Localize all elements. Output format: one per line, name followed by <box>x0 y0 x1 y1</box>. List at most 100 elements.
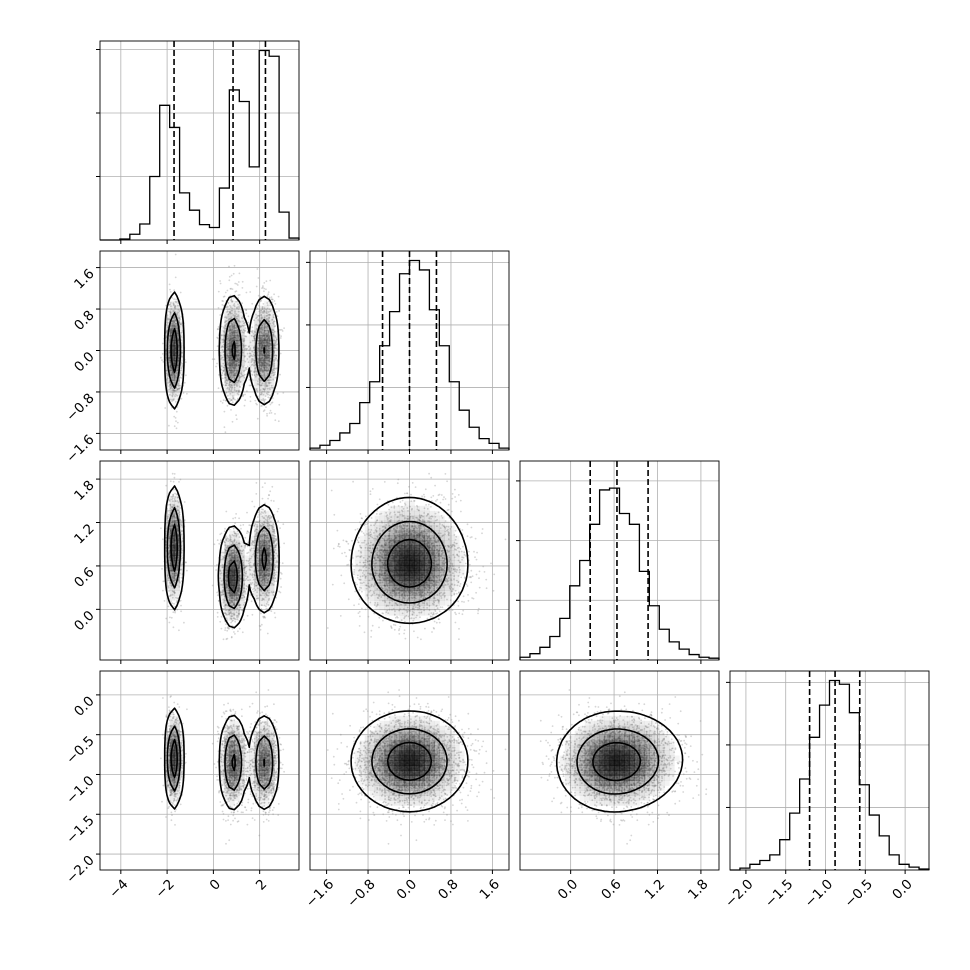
sample-point <box>258 331 261 334</box>
sample-point <box>231 331 234 334</box>
sample-point <box>218 374 220 376</box>
sample-point <box>273 344 276 346</box>
sample-point <box>251 613 254 616</box>
sample-point <box>217 387 220 390</box>
sample-point <box>227 310 229 313</box>
sample-point <box>265 345 268 347</box>
sample-point <box>227 343 230 346</box>
sample-point <box>173 320 176 323</box>
sample-point <box>166 318 169 321</box>
sample-point <box>232 375 235 378</box>
sample-point <box>173 374 176 377</box>
sample-point <box>236 328 239 331</box>
sample-point <box>177 339 180 341</box>
sample-point <box>261 357 263 359</box>
density-cell <box>234 390 240 396</box>
sample-point <box>268 352 271 355</box>
sample-point <box>169 387 172 390</box>
sample-point <box>269 381 272 384</box>
sample-point <box>270 372 273 375</box>
sample-point <box>230 343 233 345</box>
sample-point <box>231 362 234 365</box>
sample-point <box>263 287 266 290</box>
sample-point <box>168 388 171 391</box>
density-cell <box>264 385 270 391</box>
sample-point <box>230 621 233 624</box>
sample-point <box>161 359 163 362</box>
sample-point <box>282 523 285 526</box>
density-cell <box>239 375 245 381</box>
sample-point <box>252 335 255 338</box>
sample-point <box>238 345 240 347</box>
sample-point <box>255 323 258 326</box>
sample-point <box>260 367 263 370</box>
sample-point <box>268 364 271 367</box>
sample-point <box>266 327 268 329</box>
sample-point <box>228 367 231 370</box>
sample-point <box>259 342 261 345</box>
sample-point <box>221 338 224 341</box>
sample-point <box>263 376 266 379</box>
sample-point <box>172 390 175 393</box>
sample-point <box>263 388 266 391</box>
sample-point <box>183 621 185 624</box>
sample-point <box>228 369 231 372</box>
sample-point <box>254 399 257 402</box>
sample-point <box>242 524 245 526</box>
density-cell <box>249 355 255 361</box>
sample-point <box>268 343 271 345</box>
sample-point <box>266 369 269 372</box>
sample-point <box>271 298 274 301</box>
sample-point <box>262 362 264 364</box>
sample-point <box>262 341 265 344</box>
sample-point <box>267 332 270 335</box>
sample-point <box>240 329 242 332</box>
density-cell <box>259 360 265 366</box>
sample-point <box>227 302 230 305</box>
sample-point <box>180 331 183 334</box>
sample-point <box>259 339 262 342</box>
sample-point <box>227 395 229 397</box>
sample-point <box>264 363 266 365</box>
sample-point <box>263 400 266 403</box>
sample-point <box>234 365 237 368</box>
density-cell <box>174 390 180 396</box>
sample-point <box>167 605 170 608</box>
sample-point <box>233 327 235 329</box>
sample-point <box>228 342 231 345</box>
sample-point <box>279 329 282 331</box>
sample-point <box>274 413 276 415</box>
sample-point <box>178 457 180 459</box>
sample-point <box>256 389 259 392</box>
sample-point <box>229 329 232 331</box>
sample-point <box>256 316 258 319</box>
sample-point <box>232 360 235 363</box>
sample-point <box>229 329 232 331</box>
sample-point <box>180 397 183 400</box>
sample-point <box>168 356 170 359</box>
sample-point <box>281 562 284 565</box>
sample-point <box>269 375 272 378</box>
sample-point <box>258 334 261 337</box>
sample-point <box>260 347 263 349</box>
sample-point <box>258 357 261 360</box>
sample-point <box>238 390 241 393</box>
density-cell <box>249 345 255 351</box>
sample-point <box>252 333 255 335</box>
sample-point <box>229 386 232 389</box>
sample-point <box>258 335 261 338</box>
sample-point <box>232 527 235 530</box>
density-cell <box>259 310 265 317</box>
sample-point <box>168 393 171 396</box>
sample-point <box>181 366 184 368</box>
sample-point <box>265 384 268 387</box>
sample-point <box>224 374 227 377</box>
sample-point <box>225 320 228 322</box>
sample-point <box>174 375 177 378</box>
sample-point <box>250 361 253 364</box>
sample-point <box>174 417 177 419</box>
density-cell <box>229 390 235 396</box>
sample-point <box>274 303 277 305</box>
sample-point <box>237 389 240 392</box>
sample-point <box>280 335 282 338</box>
